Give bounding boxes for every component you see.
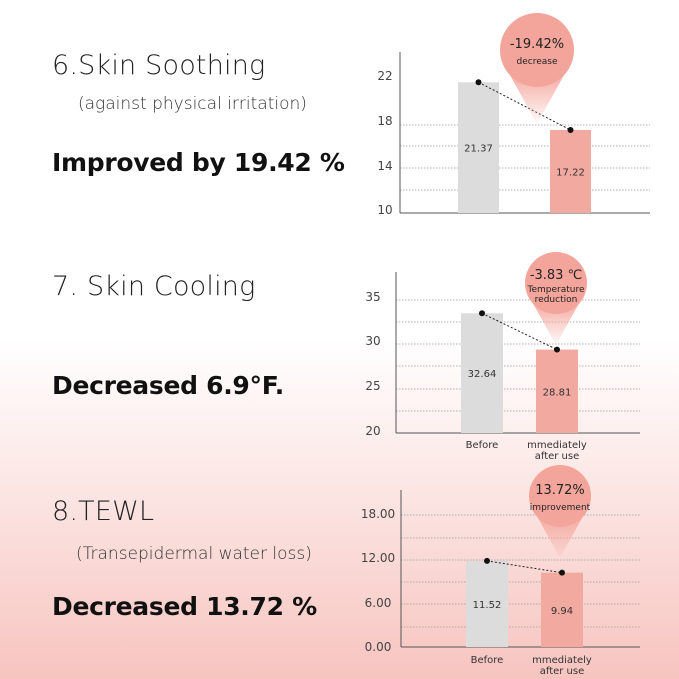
- data-label: 9.94: [551, 606, 573, 617]
- bar-after: [550, 129, 591, 213]
- y-tick-label: 18.00: [361, 507, 395, 521]
- bar-after: [536, 349, 578, 433]
- badge-label: -3.83 ℃: [530, 268, 582, 283]
- y-tick-label: 14: [377, 159, 392, 173]
- badge-label: decrease: [517, 57, 558, 67]
- badge: [525, 252, 587, 314]
- section-claim: Decreased 13.72 %: [52, 592, 317, 621]
- data-label: 11.52: [473, 600, 502, 611]
- y-tick-label: 20: [365, 424, 380, 438]
- trend-point: [567, 126, 574, 133]
- data-label: 21.37: [464, 144, 493, 155]
- y-tick-label: 25: [365, 379, 380, 393]
- section-subtitle: (Transepidermal water loss): [76, 544, 312, 564]
- category-label: Before: [466, 440, 499, 451]
- bar-after: [541, 572, 583, 647]
- section-title: 6.Skin Soothing: [52, 50, 266, 81]
- y-tick-label: 10: [377, 203, 392, 217]
- section-subtitle: (against physical irritation): [78, 94, 307, 114]
- badge-label: Temperature: [526, 285, 584, 295]
- badge-label: improvement: [530, 503, 591, 513]
- trend-point: [554, 346, 560, 353]
- chart-7: 35 30 25 20 32.64 28.81 Before mmediatelyafter …: [365, 252, 640, 462]
- category-label: mmediately: [532, 655, 592, 666]
- trend-line: [481, 312, 558, 351]
- section-title: 7. Skin Cooling: [52, 271, 256, 302]
- section-skin-cooling: 7. Skin Cooling Decreased 6.9°F.: [52, 271, 285, 400]
- y-tick-label: 6.00: [365, 596, 392, 610]
- bar-before: [458, 82, 499, 214]
- category-label: after use: [535, 451, 580, 462]
- data-label: 32.64: [468, 369, 497, 380]
- y-tick-label: 22: [377, 69, 392, 83]
- y-tick-label: 12.00: [361, 551, 395, 565]
- trend-line: [486, 560, 563, 574]
- category-label: Before: [471, 655, 504, 666]
- chart-8: 18.00 12.00 6.00 0.00 11.52 9.94 Before mmediat…: [361, 465, 640, 677]
- trend-point: [475, 79, 482, 86]
- data-label: 17.22: [556, 167, 585, 178]
- bar-before: [466, 560, 508, 647]
- chart-6: 22 18 14 10 21.37 17.22 -19.42% decrease: [377, 13, 650, 217]
- badge-label: 13.72%: [535, 483, 585, 498]
- y-tick-label: 0.00: [365, 640, 392, 654]
- y-tick-label: 30: [365, 334, 380, 348]
- trend-point: [559, 569, 565, 576]
- badge: [529, 465, 591, 527]
- section-skin-soothing: 6.Skin Soothing (against physical irrita…: [0, 0, 679, 225]
- trend-line: [478, 81, 571, 131]
- badge-label: -19.42%: [510, 37, 564, 52]
- badge: [500, 13, 574, 87]
- y-tick-label: 35: [365, 290, 380, 304]
- category-label: mmediately: [527, 440, 587, 451]
- category-label: after use: [540, 666, 585, 677]
- section-claim: Improved by 19.42 %: [52, 148, 345, 177]
- trend-point: [479, 310, 485, 317]
- trend-point: [484, 557, 490, 564]
- section-claim: Decreased 6.9°F.: [52, 371, 285, 400]
- y-tick-label: 18: [377, 114, 392, 128]
- section-title: 8.TEWL: [52, 496, 155, 527]
- badge-label: reduction: [535, 295, 578, 305]
- data-label: 28.81: [543, 387, 572, 398]
- bar-before: [461, 313, 503, 433]
